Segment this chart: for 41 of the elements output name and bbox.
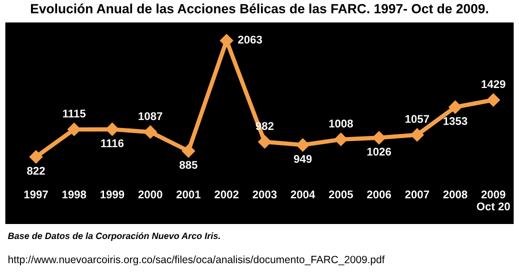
point (220, 34, 234, 48)
x-tick-label: 1998 (62, 190, 86, 198)
text: http://www.nuevoarcoiris.org.co/sac/files/oca/analisis/documento_FARC_2009.pdf (8, 256, 385, 266)
point (258, 135, 272, 148)
x-tick-label: 2009 Oct 20 (476, 190, 510, 210)
data-label: 1026 (367, 148, 391, 156)
x-tick-label: 2008 (443, 190, 468, 198)
data-label: 1429 (482, 80, 506, 88)
point (410, 128, 424, 142)
data-label: 1087 (138, 112, 162, 120)
point (68, 122, 81, 136)
point (296, 138, 310, 152)
data-label: 822 (27, 166, 45, 175)
point (334, 132, 348, 146)
point (486, 93, 500, 107)
point (29, 150, 43, 164)
point (448, 100, 462, 114)
data-label: 2063 (238, 36, 262, 44)
x-tick-label: 2001 (176, 190, 201, 198)
data-label: 1057 (405, 115, 430, 123)
x-tick-label: 2005 (328, 190, 353, 198)
point (106, 122, 119, 136)
data-label: 949 (294, 154, 312, 163)
chart-title: Evolución Anual de las Acciones Bélicas de las FARC. 1997- Oct de 2009. (31, 4, 488, 14)
x-tick-label: 2002 (214, 190, 238, 198)
data-label: 1008 (329, 120, 353, 128)
text: Base de Datos de la Corporación Nuevo Arco Iris. (8, 232, 220, 241)
data-label: 1115 (63, 110, 86, 118)
point (372, 131, 386, 144)
x-tick-label: 2006 (367, 190, 391, 198)
data-label: 1353 (444, 117, 468, 125)
x-tick-label: 2007 (405, 190, 430, 198)
data-label: 1116 (101, 139, 124, 148)
x-tick-label: 1999 (100, 190, 124, 198)
point (144, 125, 157, 139)
data-label: 885 (180, 160, 198, 169)
point (182, 144, 196, 158)
x-tick-label: 2003 (252, 190, 277, 198)
x-tick-label: 2000 (138, 190, 162, 198)
x-tick-label: 2004 (290, 190, 316, 198)
x-tick-label: 1997 (24, 190, 48, 198)
